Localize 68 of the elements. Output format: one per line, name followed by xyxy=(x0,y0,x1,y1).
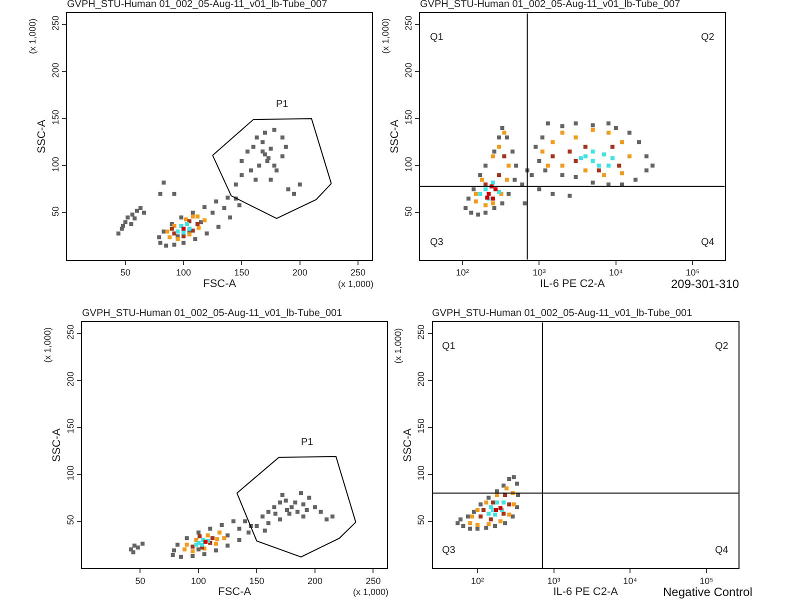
x-tick-label: 10⁵ xyxy=(700,576,714,586)
x-tick-label: 100 xyxy=(176,268,192,278)
annotation: Q1 xyxy=(430,32,444,43)
x-tick-label: 10⁵ xyxy=(686,268,700,278)
y-tick-label: 100 xyxy=(65,465,76,480)
x-tick-label: 10³ xyxy=(547,576,560,586)
y-tick-label: 100 xyxy=(50,156,61,172)
text: 209-301-310 xyxy=(671,277,740,291)
chart-title: GVPH_STU-Human 01_002_05-Aug-11_v01_lb-Tube_001 xyxy=(432,308,693,319)
y-tick-label: 150 xyxy=(403,110,414,125)
annotation: P1 xyxy=(301,437,314,448)
x-tick-label: 250 xyxy=(366,576,381,586)
text: Negative Control xyxy=(663,585,752,599)
annotation: Q4 xyxy=(715,545,729,556)
y-tick-label: 50 xyxy=(416,514,426,525)
y-tick-label: 250 xyxy=(416,324,426,340)
x-axis-title: IL-6 PE C2-A xyxy=(553,586,619,598)
y-tick-label: 150 xyxy=(65,418,76,434)
x-tick-label: 150 xyxy=(249,576,264,586)
x-tick-label: 100 xyxy=(190,576,206,586)
y-tick-label: 50 xyxy=(50,206,61,216)
y-tick-label: 50 xyxy=(403,206,414,216)
x-tick-label: 10² xyxy=(470,576,484,586)
y-tick-label: 250 xyxy=(50,16,61,31)
chart-title: GVPH_STU-Human 01_002_05-Aug-11_v01_lb-Tube_001 xyxy=(82,308,343,319)
x-tick-label: 10⁴ xyxy=(608,268,623,278)
annotation: Q3 xyxy=(442,545,456,556)
y-axis-title: SSC-A xyxy=(36,119,48,154)
x-tick-label: 10² xyxy=(456,268,469,278)
text: (x 1,000) xyxy=(353,587,389,597)
y-tick-label: 250 xyxy=(403,16,414,31)
annotation: Q4 xyxy=(701,237,715,248)
text: (x 1,000) xyxy=(28,18,38,54)
y-tick-label: 250 xyxy=(65,324,76,340)
y-tick-label: 50 xyxy=(65,514,76,525)
y-axis-title: SSC-A xyxy=(402,428,414,462)
y-tick-label: 150 xyxy=(50,110,61,125)
y-tick-label: 150 xyxy=(416,418,426,434)
x-tick-label: 50 xyxy=(135,576,146,586)
y-tick-label: 200 xyxy=(403,62,414,78)
annotation: Q2 xyxy=(715,341,729,352)
text: (x 1,000) xyxy=(380,18,390,54)
y-tick-label: 100 xyxy=(416,465,426,480)
x-axis-title: FSC-A xyxy=(203,278,237,290)
x-axis-title: FSC-A xyxy=(218,586,252,598)
x-tick-label: 10⁴ xyxy=(623,576,638,586)
annotation: Q3 xyxy=(430,237,444,248)
x-tick-label: 50 xyxy=(120,268,130,278)
annotation: Q2 xyxy=(701,32,715,43)
y-tick-label: 200 xyxy=(416,372,426,387)
annotation: P1 xyxy=(276,99,289,110)
y-axis-title: SSC-A xyxy=(389,119,402,154)
x-tick-label: 10³ xyxy=(532,268,546,278)
x-axis-title: IL-6 PE C2-A xyxy=(540,278,606,290)
text: (x 1,000) xyxy=(393,328,404,364)
x-tick-label: 200 xyxy=(307,576,322,586)
y-tick-label: 200 xyxy=(50,62,61,78)
x-tick-label: 150 xyxy=(234,268,250,278)
y-tick-label: 100 xyxy=(403,156,414,172)
text: (x 1,000) xyxy=(338,279,374,289)
y-axis-title: SSC-A xyxy=(51,428,64,462)
annotation: Q1 xyxy=(442,341,456,352)
x-tick-label: 200 xyxy=(292,268,308,278)
x-tick-label: 250 xyxy=(350,268,366,278)
chart-title: GVPH_STU-Human 01_002_05-Aug-11_v01_lb-Tube_007 xyxy=(67,0,328,10)
chart-title: GVPH_STU-Human 01_002_05-Aug-11_v01_lb-Tube_007 xyxy=(420,0,681,10)
y-tick-label: 200 xyxy=(65,372,76,387)
text: (x 1,000) xyxy=(42,327,52,363)
